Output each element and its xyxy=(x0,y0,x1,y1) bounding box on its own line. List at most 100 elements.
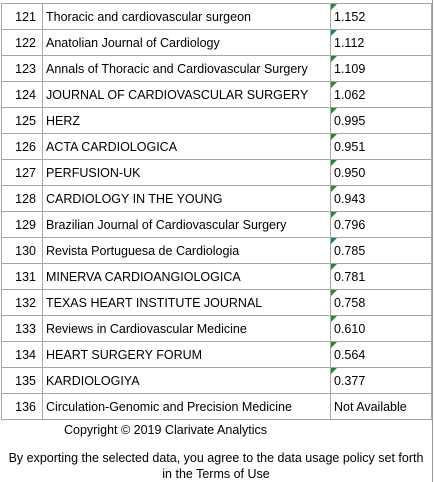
error-indicator-icon xyxy=(331,108,337,114)
impact-factor-cell[interactable]: 1.112 xyxy=(330,29,432,56)
error-indicator-icon xyxy=(331,368,337,374)
rank-cell[interactable]: 126 xyxy=(1,133,43,160)
impact-factor-value: 1.152 xyxy=(334,9,366,24)
impact-factor-value: 0.995 xyxy=(334,113,366,128)
table-row: 131 MINERVA CARDIOANGIOLOGICA 0.781 xyxy=(1,263,432,290)
impact-factor-cell[interactable]: 0.995 xyxy=(330,107,432,134)
impact-factor-value: 0.943 xyxy=(334,191,366,206)
impact-factor-value: 1.109 xyxy=(334,61,366,76)
table-row: 128 CARDIOLOGY IN THE YOUNG 0.943 xyxy=(1,185,432,212)
journal-title-cell[interactable]: HEART SURGERY FORUM xyxy=(42,341,331,368)
journal-title-cell[interactable]: JOURNAL OF CARDIOVASCULAR SURGERY xyxy=(42,81,331,108)
rank-cell[interactable]: 121 xyxy=(1,3,43,30)
impact-factor-value: 0.785 xyxy=(334,243,366,258)
impact-factor-cell[interactable]: 0.758 xyxy=(330,289,432,316)
table-row: 136 Circulation-Genomic and Precision Med… xyxy=(1,393,432,420)
impact-factor-cell[interactable]: 0.950 xyxy=(330,159,432,186)
impact-factor-cell[interactable]: 0.781 xyxy=(330,263,432,290)
error-indicator-icon xyxy=(331,56,337,62)
impact-factor-value: 0.564 xyxy=(334,347,366,362)
impact-factor-value: 0.758 xyxy=(334,295,366,310)
error-indicator-icon xyxy=(331,238,337,244)
journal-title-cell[interactable]: Anatolian Journal of Cardiology xyxy=(42,29,331,56)
error-indicator-icon xyxy=(331,4,337,10)
rank-cell[interactable]: 129 xyxy=(1,211,43,238)
rank-cell[interactable]: 130 xyxy=(1,237,43,264)
journal-title-cell[interactable]: TEXAS HEART INSTITUTE JOURNAL xyxy=(42,289,331,316)
journal-title-cell[interactable]: Circulation-Genomic and Precision Medici… xyxy=(42,393,331,420)
impact-factor-cell[interactable]: 0.377 xyxy=(330,367,432,394)
impact-factor-cell[interactable]: 0.564 xyxy=(330,341,432,368)
error-indicator-icon xyxy=(331,342,337,348)
rank-cell[interactable]: 124 xyxy=(1,81,43,108)
table-row: 132 TEXAS HEART INSTITUTE JOURNAL 0.758 xyxy=(1,289,432,316)
impact-factor-value: 0.610 xyxy=(334,321,366,336)
journal-title-cell[interactable]: CARDIOLOGY IN THE YOUNG xyxy=(42,185,331,212)
rank-cell[interactable]: 131 xyxy=(1,263,43,290)
error-indicator-icon xyxy=(331,212,337,218)
rank-cell[interactable]: 132 xyxy=(1,289,43,316)
journal-title-cell[interactable]: KARDIOLOGIYA xyxy=(42,367,331,394)
journal-title-cell[interactable]: Annals of Thoracic and Cardiovascular Su… xyxy=(42,55,331,82)
impact-factor-cell[interactable]: 1.062 xyxy=(330,81,432,108)
journal-title-cell[interactable]: HERZ xyxy=(42,107,331,134)
table-row: 134 HEART SURGERY FORUM 0.564 xyxy=(1,341,432,368)
journal-title-cell[interactable]: Brazilian Journal of Cardiovascular Surg… xyxy=(42,211,331,238)
table-row: 123 Annals of Thoracic and Cardiovascular… xyxy=(1,55,432,82)
terms-notice: By exporting the selected data, you agre… xyxy=(8,451,424,481)
table-row: 127 PERFUSION-UK 0.950 xyxy=(1,159,432,186)
error-indicator-icon xyxy=(331,160,337,166)
impact-factor-value: 0.950 xyxy=(334,165,366,180)
table-body: 121 Thoracic and cardiovascular surgeon 1.… xyxy=(1,3,432,420)
table-row: 133 Reviews in Cardiovascular Medicine 0.6… xyxy=(1,315,432,342)
impact-factor-cell[interactable]: 0.785 xyxy=(330,237,432,264)
journal-title-cell[interactable]: PERFUSION-UK xyxy=(42,159,331,186)
error-indicator-icon xyxy=(331,82,337,88)
rank-cell[interactable]: 133 xyxy=(1,315,43,342)
impact-factor-cell[interactable]: 0.796 xyxy=(330,211,432,238)
table-row: 135 KARDIOLOGIYA 0.377 xyxy=(1,367,432,394)
error-indicator-icon xyxy=(331,186,337,192)
copyright-text: Copyright © 2019 Clarivate Analytics xyxy=(64,423,268,437)
rank-cell[interactable]: 134 xyxy=(1,341,43,368)
impact-factor-value: 0.796 xyxy=(334,217,366,232)
journal-title-cell[interactable]: MINERVA CARDIOANGIOLOGICA xyxy=(42,263,331,290)
table-row: 126 ACTA CARDIOLOGICA 0.951 xyxy=(1,133,432,160)
impact-factor-value: 0.951 xyxy=(334,139,366,154)
journal-table: 121 Thoracic and cardiovascular surgeon 1.… xyxy=(1,3,432,420)
impact-factor-cell[interactable]: 1.152 xyxy=(330,3,432,30)
table-row: 121 Thoracic and cardiovascular surgeon 1.… xyxy=(1,3,432,30)
journal-title-cell[interactable]: Reviews in Cardiovascular Medicine xyxy=(42,315,331,342)
rank-cell[interactable]: 123 xyxy=(1,55,43,82)
rank-cell[interactable]: 125 xyxy=(1,107,43,134)
impact-factor-value: 0.781 xyxy=(334,269,366,284)
journal-title-cell[interactable]: Thoracic and cardiovascular surgeon xyxy=(42,3,331,30)
impact-factor-value: 1.112 xyxy=(334,35,365,50)
error-indicator-icon xyxy=(331,30,337,36)
rank-cell[interactable]: 122 xyxy=(1,29,43,56)
journal-title-cell[interactable]: ACTA CARDIOLOGICA xyxy=(42,133,331,160)
rank-cell[interactable]: 135 xyxy=(1,367,43,394)
rank-cell[interactable]: 136 xyxy=(1,393,43,420)
table-row: 130 Revista Portuguesa de Cardiologia 0.78… xyxy=(1,237,432,264)
journal-title-cell[interactable]: Revista Portuguesa de Cardiologia xyxy=(42,237,331,264)
rank-cell[interactable]: 128 xyxy=(1,185,43,212)
impact-factor-value: Not Available xyxy=(334,399,407,414)
table-row: 129 Brazilian Journal of Cardiovascular S… xyxy=(1,211,432,238)
error-indicator-icon xyxy=(331,316,337,322)
impact-factor-cell[interactable]: 0.951 xyxy=(330,133,432,160)
error-indicator-icon xyxy=(331,264,337,270)
error-indicator-icon xyxy=(331,134,337,140)
impact-factor-cell[interactable]: 0.610 xyxy=(330,315,432,342)
impact-factor-cell[interactable]: 1.109 xyxy=(330,55,432,82)
rank-cell[interactable]: 127 xyxy=(1,159,43,186)
table-row: 124 JOURNAL OF CARDIOVASCULAR SURGERY 1.06… xyxy=(1,81,432,108)
impact-factor-cell[interactable]: Not Available xyxy=(330,393,432,420)
impact-factor-value: 0.377 xyxy=(334,373,366,388)
impact-factor-value: 1.062 xyxy=(334,87,366,102)
impact-factor-cell[interactable]: 0.943 xyxy=(330,185,432,212)
table-row: 125 HERZ 0.995 xyxy=(1,107,432,134)
table-row: 122 Anatolian Journal of Cardiology 1.112 xyxy=(1,29,432,56)
error-indicator-icon xyxy=(331,290,337,296)
